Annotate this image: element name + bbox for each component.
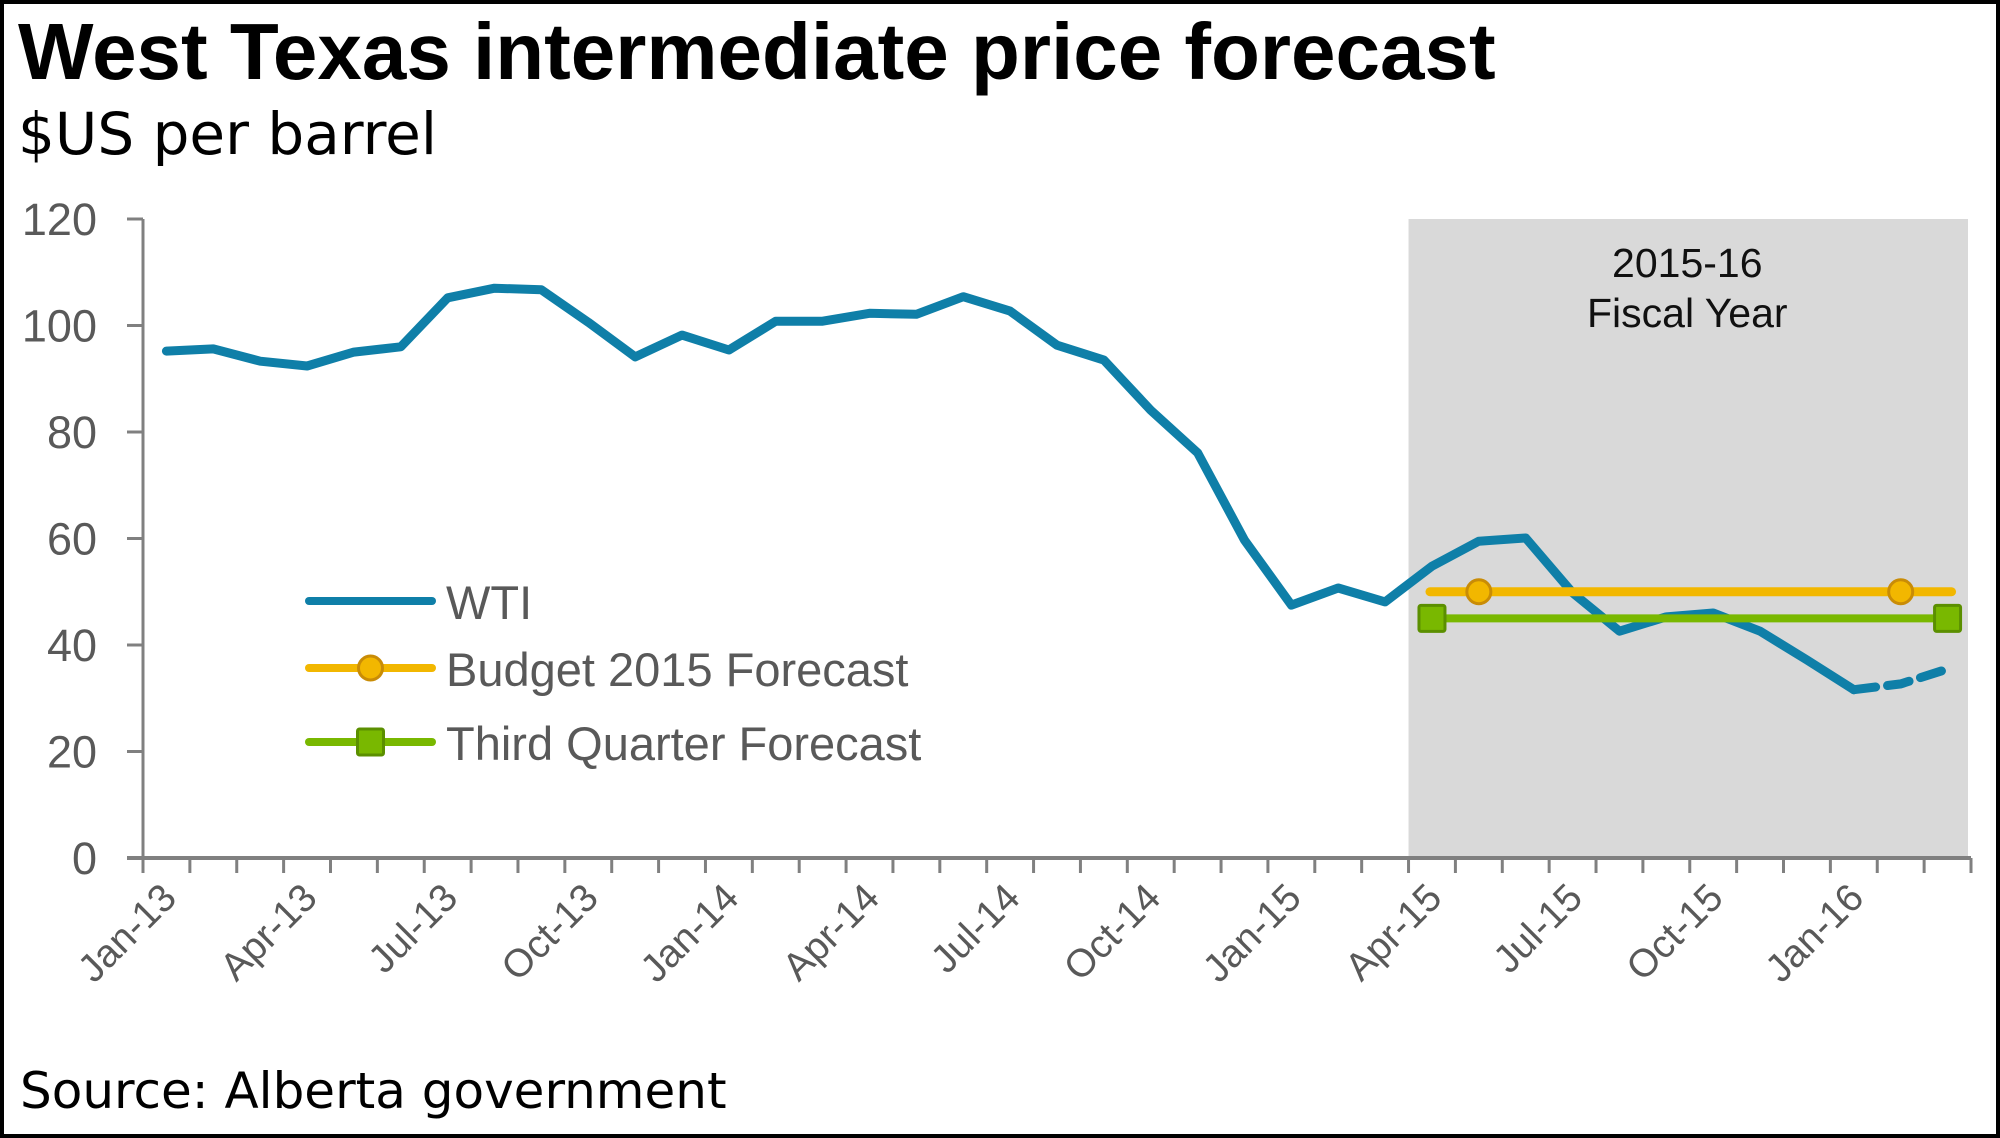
x-tick-label: Apr-13 — [212, 876, 325, 989]
third-quarter-forecast-marker — [1417, 603, 1447, 633]
band-label-line1: 2015-16 — [1612, 240, 1762, 286]
chart-subtitle: $US per barrel — [18, 100, 437, 168]
third-quarter-forecast-marker — [1933, 603, 1963, 633]
x-tick-label: Jan-15 — [1195, 876, 1310, 991]
legend-third-quarter-marker-icon — [356, 727, 385, 757]
x-tick-label: Oct-15 — [1618, 876, 1731, 989]
x-tick-label: Oct-13 — [493, 876, 606, 989]
y-tick-label: 120 — [22, 194, 97, 245]
y-tick-label: 80 — [47, 407, 97, 458]
legend-budget-label: Budget 2015 Forecast — [446, 643, 908, 696]
legend-third-quarter-label: Third Quarter Forecast — [446, 717, 921, 770]
x-tick-label: Jan-14 — [633, 876, 748, 991]
legend-budget-marker-icon — [357, 654, 384, 682]
source-note: Source: Alberta government — [20, 1062, 727, 1120]
x-tick-label: Apr-14 — [775, 876, 888, 989]
y-tick-label: 100 — [22, 301, 97, 352]
x-tick-label: Jul-13 — [361, 876, 467, 982]
series-layer — [161, 283, 1963, 695]
x-tick-label: Oct-14 — [1056, 876, 1169, 989]
legend-wti-label: WTI — [446, 576, 532, 629]
x-tick-label: Jul-15 — [1485, 876, 1591, 982]
y-tick-label: 20 — [47, 727, 97, 778]
y-tick-label: 40 — [47, 620, 97, 671]
y-tick-label: 60 — [47, 514, 97, 565]
budget-forecast-marker — [1887, 578, 1915, 606]
x-tick-label: Jul-14 — [923, 876, 1029, 982]
legend: WTI Budget 2015 Forecast Third Quarter For… — [305, 576, 921, 770]
chart-title: West Texas intermediate price forecast — [18, 7, 1496, 96]
x-tick-label: Apr-15 — [1337, 876, 1450, 989]
y-tick-label: 0 — [72, 833, 97, 884]
band-label-line2: Fiscal Year — [1587, 290, 1788, 336]
budget-forecast-marker — [1465, 578, 1493, 606]
x-tick-label: Jan-13 — [70, 876, 185, 991]
x-tick-label: Jan-16 — [1757, 876, 1872, 991]
